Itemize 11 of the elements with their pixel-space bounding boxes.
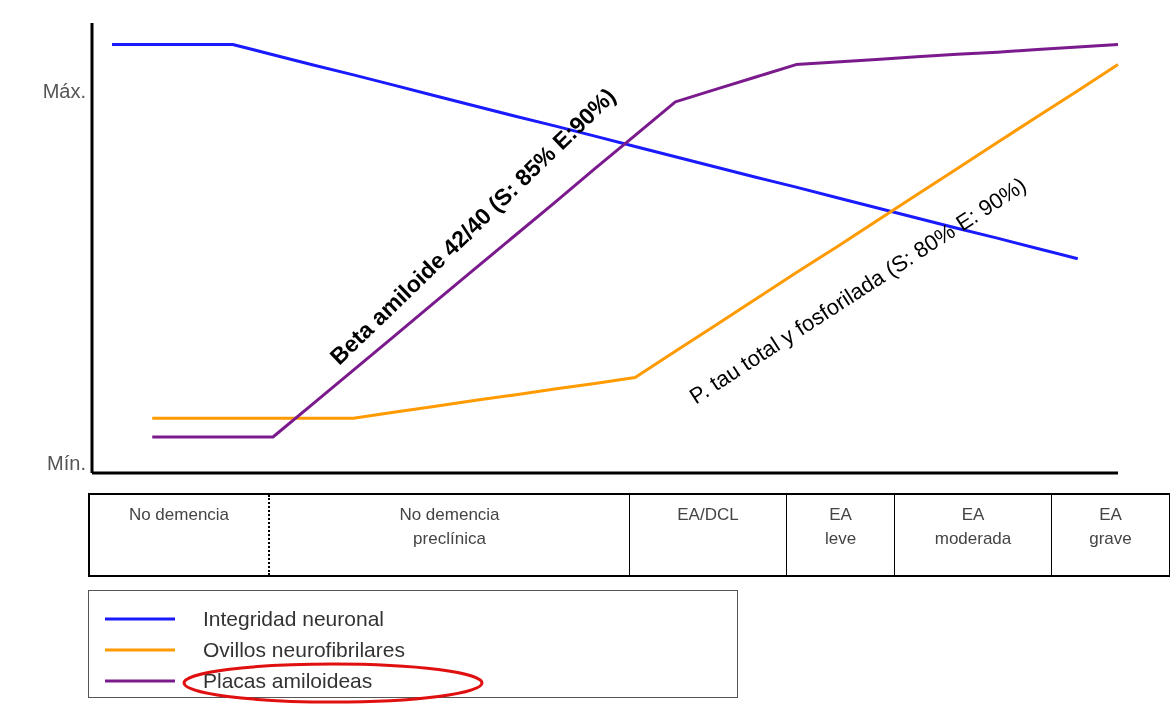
text: EA leve — [823, 504, 858, 550]
text: No demencia preclínica — [398, 504, 501, 550]
text: EA grave — [1088, 504, 1133, 550]
legend-label: Integridad neuronal — [203, 606, 384, 631]
text: Mín. — [47, 452, 86, 475]
text: EA moderada — [933, 504, 1013, 550]
legend-label: Placas amiloideas — [203, 668, 373, 693]
legend-label: Ovillos neurofibrilares — [203, 637, 405, 662]
text: Máx. — [42, 80, 86, 103]
text: No demencia — [127, 504, 231, 526]
text: EA/DCL — [676, 504, 740, 526]
